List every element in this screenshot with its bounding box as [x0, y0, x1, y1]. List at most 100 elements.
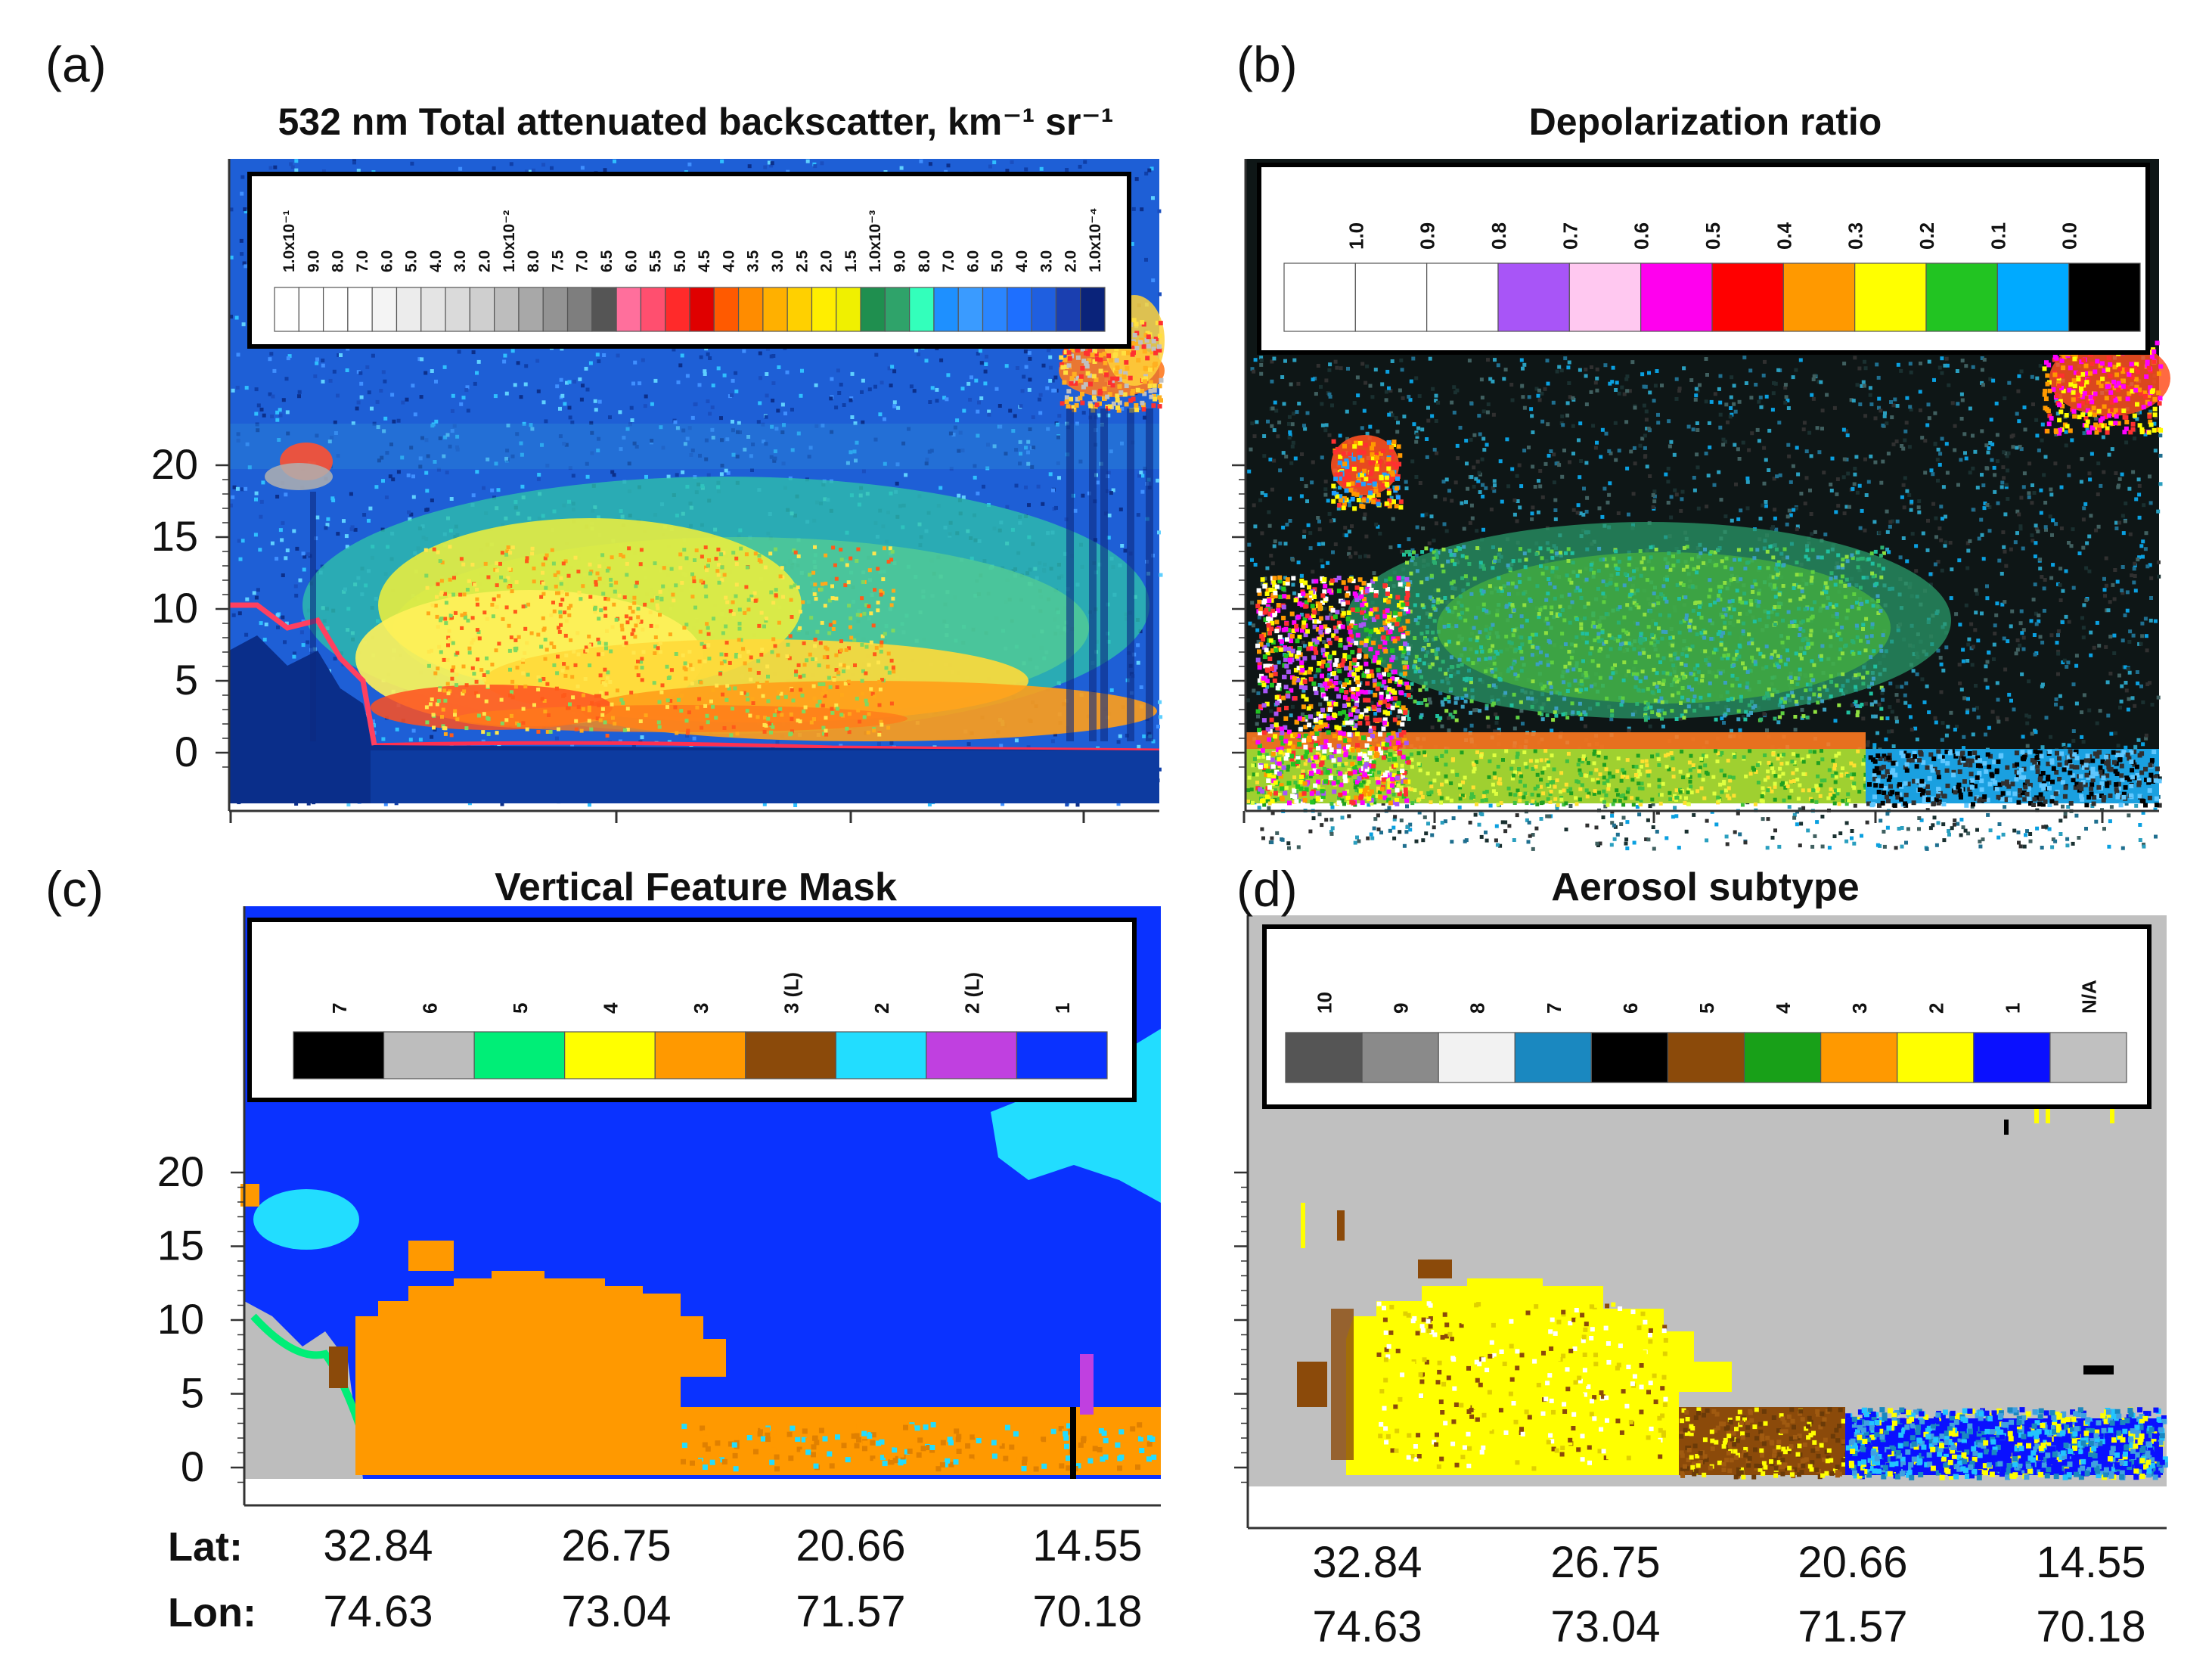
noise-dot [1730, 412, 1734, 417]
noise-dot [2029, 619, 2034, 623]
noise-dot [430, 369, 434, 373]
noise-dot [824, 645, 828, 650]
noise-dot [237, 611, 242, 616]
noise-dot [1085, 371, 1090, 376]
noise-dot [1901, 536, 1906, 540]
noise-dot [576, 570, 581, 573]
noise-dot [1632, 840, 1637, 845]
noise-dot [1713, 392, 1717, 396]
noise-dot [749, 595, 754, 598]
noise-dot [666, 676, 671, 680]
y-tick-label: 0 [175, 728, 198, 775]
noise-dot [892, 369, 897, 374]
noise-dot [1339, 366, 1343, 371]
noise-dot [472, 672, 476, 676]
noise-dot [1118, 369, 1122, 374]
noise-dot [737, 654, 742, 658]
noise-dot [1363, 512, 1367, 517]
noise-dot [1248, 621, 1252, 626]
noise-dot [877, 732, 882, 737]
noise-dot [1855, 383, 1860, 387]
noise-dot [1410, 548, 1415, 552]
noise-dot [636, 607, 641, 611]
noise-dot [639, 548, 644, 552]
sky-band [229, 424, 1159, 469]
noise-dot [439, 590, 444, 595]
noise-dot [508, 693, 512, 697]
noise-dot [535, 359, 540, 363]
noise-dot [346, 803, 351, 807]
noise-dot [1564, 828, 1568, 831]
noise-dot [1887, 729, 1891, 734]
noise-dot [549, 641, 554, 646]
noise-dot [289, 162, 293, 166]
noise-dot [1883, 411, 1887, 415]
noise-dot [1809, 512, 1813, 516]
noise-dot [443, 698, 448, 703]
noise-dot [2096, 524, 2101, 529]
noise-dot [359, 381, 364, 386]
noise-dot [770, 161, 774, 166]
noise-dot [1317, 812, 1322, 817]
noise-dot [601, 681, 606, 685]
noise-dot [1877, 702, 1882, 707]
noise-dot [497, 641, 501, 646]
noise-dot [552, 609, 557, 613]
noise-dot [1810, 844, 1815, 849]
noise-dot [634, 623, 638, 628]
noise-dot [272, 368, 277, 373]
noise-dot [2110, 447, 2114, 452]
noise-dot [542, 699, 547, 703]
noise-dot [1980, 473, 1984, 477]
noise-dot [814, 424, 819, 428]
noise-dot [436, 625, 440, 629]
noise-dot [1959, 688, 1964, 692]
noise-dot [861, 669, 865, 673]
noise-dot [1157, 767, 1162, 772]
noise-dot [560, 589, 564, 594]
noise-dot [593, 610, 597, 614]
noise-dot [1362, 516, 1367, 520]
noise-dot [2003, 667, 2008, 672]
noise-dot [541, 400, 546, 405]
noise-dot [430, 735, 434, 739]
noise-dot [691, 576, 696, 580]
noise-dot [603, 613, 608, 618]
noise-dot [600, 553, 605, 558]
noise-dot [930, 386, 935, 390]
noise-dot [1894, 719, 1899, 724]
colorbar-tick-label: 8.0 [330, 250, 347, 272]
noise-dot [587, 705, 591, 710]
noise-dot [1136, 643, 1140, 648]
noise-dot [1106, 353, 1112, 359]
noise-dot [731, 612, 736, 617]
noise-dot [1315, 670, 1319, 675]
noise-dot [813, 657, 817, 662]
noise-dot [544, 586, 548, 590]
noise-dot [1584, 374, 1588, 378]
noise-dot [392, 419, 396, 424]
noise-dot [507, 567, 512, 571]
noise-dot [1834, 510, 1838, 514]
noise-dot [886, 725, 891, 730]
noise-dot [699, 579, 703, 583]
noise-dot [435, 614, 439, 619]
noise-dot [1329, 831, 1334, 836]
noise-dot [867, 604, 871, 609]
noise-dot [1990, 458, 1994, 462]
noise-dot [471, 638, 476, 642]
noise-dot [791, 698, 796, 703]
noise-dot [1801, 806, 1806, 810]
noise-dot [563, 610, 567, 615]
noise-dot [492, 597, 496, 601]
noise-dot [1302, 535, 1306, 539]
noise-dot [772, 458, 777, 463]
noise-dot [1469, 503, 1474, 508]
noise-dot [294, 159, 299, 163]
noise-dot [1936, 648, 1941, 653]
noise-dot [529, 631, 534, 635]
noise-dot [1046, 348, 1050, 353]
noise-dot [821, 725, 826, 730]
noise-dot [574, 719, 579, 723]
noise-dot [561, 561, 566, 566]
